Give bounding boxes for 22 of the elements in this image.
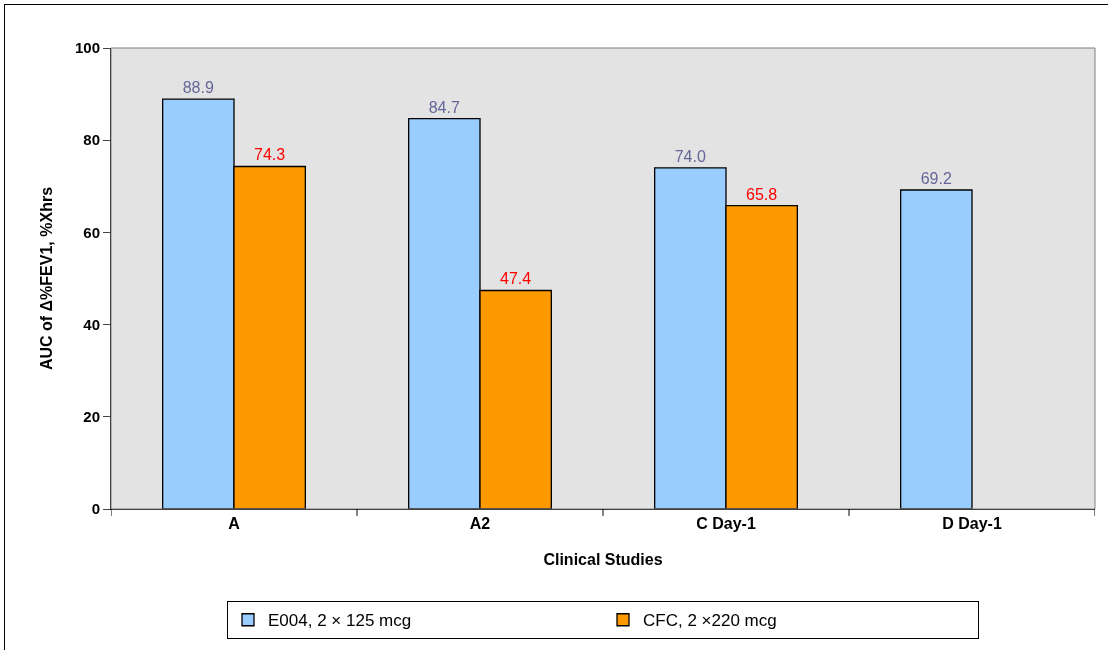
legend-label: E004, 2 × 125 mcg bbox=[268, 611, 412, 631]
x-tick-label: A bbox=[228, 515, 241, 533]
data-label: 74.3 bbox=[254, 146, 286, 164]
data-label: 84.7 bbox=[428, 98, 460, 116]
y-tick-label: 20 bbox=[83, 408, 100, 426]
y-tick-label: 60 bbox=[83, 223, 100, 241]
y-tick-label: 100 bbox=[74, 39, 100, 57]
y-axis-title: AUC of Δ%FEV1, %Xhrs bbox=[37, 186, 55, 371]
x-tick-label: D Day-1 bbox=[942, 515, 1002, 533]
legend-label: CFC, 2 ×220 mcg bbox=[643, 611, 777, 631]
x-tick-label: C Day-1 bbox=[696, 515, 756, 533]
bar bbox=[900, 189, 973, 509]
data-label: 74.0 bbox=[674, 147, 706, 165]
x-axis-title: Clinical Studies bbox=[543, 550, 663, 568]
y-tick-label: 80 bbox=[83, 131, 100, 149]
data-label: 65.8 bbox=[746, 185, 778, 203]
y-tick-label: 40 bbox=[83, 315, 100, 333]
data-label: 47.4 bbox=[500, 270, 532, 288]
y-tick-label: 0 bbox=[91, 500, 100, 518]
data-label: 69.2 bbox=[920, 169, 952, 187]
x-tick-label: A2 bbox=[469, 515, 491, 533]
data-label: 88.9 bbox=[182, 79, 214, 97]
